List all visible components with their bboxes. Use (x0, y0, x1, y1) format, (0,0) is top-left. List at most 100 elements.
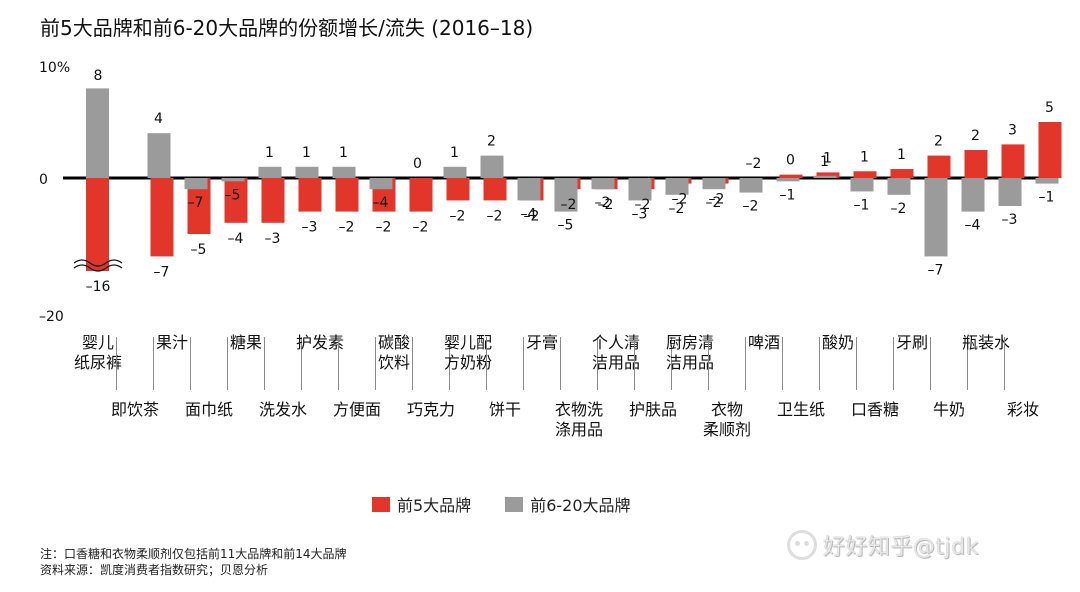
wechat-icon (787, 530, 817, 560)
data-label-top6-20-8: 0 (413, 156, 422, 172)
data-label-top5-11: –2 (524, 208, 540, 224)
category-label-4: 糖果 (230, 333, 262, 352)
bar-top6-20-11 (517, 178, 541, 201)
data-label-top5-10: –2 (487, 208, 503, 224)
category-label-6: 护发素 (296, 333, 344, 352)
data-label-top6-20-19: 1 (820, 154, 829, 170)
category-label-17: 衣物 (711, 400, 743, 419)
data-label-top5-4: –3 (265, 231, 281, 247)
category-label-1: 即饮茶 (111, 400, 159, 419)
category-label-24: 瓶装水 (962, 333, 1010, 352)
bar-top6-20-20 (850, 178, 874, 192)
bar-top6-20-23 (961, 178, 985, 212)
bar-top6-20-12 (554, 178, 578, 212)
axis-break-mark (73, 259, 123, 272)
legend-label-top6-20: 前6-20大品牌 (530, 496, 631, 515)
category-label-25: 彩妆 (1007, 400, 1039, 419)
data-label-top5-21: 1 (897, 147, 906, 163)
category-label-2: 果汁 (156, 333, 188, 352)
category-label-5: 洗发水 (259, 400, 307, 419)
data-label-top5-15: –2 (672, 192, 688, 208)
bar-top6-20-18 (776, 178, 800, 182)
bar-top6-20-10 (480, 155, 504, 178)
legend-swatch-top6-20 (505, 496, 524, 512)
bar-top6-20-9 (443, 166, 467, 178)
bar-top6-20-16 (702, 178, 726, 190)
data-label-top6-20-3: –5 (225, 187, 241, 203)
y-tick-label: –20 (39, 309, 64, 325)
data-label-top6-20-21: –2 (891, 201, 907, 217)
legend-swatch-top5 (372, 496, 390, 512)
data-label-top5-1: –7 (154, 264, 170, 280)
data-label-top5-12: –2 (561, 197, 577, 213)
data-label-top6-20-16: –2 (706, 195, 722, 211)
bar-top5-4 (261, 178, 285, 223)
category-label-0: 纸尿裤 (74, 353, 122, 372)
category-label-10: 婴儿配 (444, 333, 492, 352)
category-label-13: 涤用品 (555, 420, 603, 439)
category-label-16: 洁用品 (666, 353, 714, 372)
category-label-13: 衣物洗 (555, 400, 603, 419)
category-label-18: 啤酒 (748, 333, 780, 352)
footnote-note: 注：口香糖和衣物柔顺剂仅包括前11大品牌和前14大品牌 (40, 547, 347, 561)
category-label-14: 洁用品 (592, 353, 640, 372)
bar-top5-19 (816, 172, 840, 178)
bar-top5-21 (890, 169, 914, 178)
data-label-top5-14: –2 (635, 197, 651, 213)
bar-top6-20-0 (86, 88, 109, 178)
bar-top6-20-4 (258, 166, 282, 178)
bar-top6-20-14 (628, 178, 652, 201)
data-label-top5-16: –2 (709, 192, 725, 208)
category-label-15: 护肤品 (629, 400, 677, 419)
data-label-top6-20-9: 1 (450, 145, 459, 161)
data-label-top6-20-24: –3 (1002, 212, 1018, 228)
category-label-16: 厨房清 (666, 333, 714, 352)
data-label-top6-20-22: –7 (928, 262, 944, 278)
data-label-top5-0: –16 (86, 279, 111, 295)
watermark: 好好知乎@tjdk (787, 529, 979, 561)
category-label-8: 饮料 (378, 353, 410, 372)
data-label-top5-18: 0 (786, 153, 795, 169)
bar-top5-8 (409, 178, 433, 212)
category-label-20: 酸奶 (822, 333, 854, 352)
bar-top6-20-2 (184, 178, 208, 190)
legend-item-top6-20: 前6-20大品牌 (505, 492, 631, 516)
data-label-top6-20-5: 1 (302, 145, 311, 161)
watermark-text: 好好知乎@tjdk (823, 535, 979, 560)
category-label-9: 巧克力 (407, 400, 455, 419)
bar-top5-6 (335, 178, 359, 212)
data-label-top6-20-2: –7 (188, 195, 204, 211)
data-label-top5-19: 1 (823, 150, 832, 166)
data-label-top6-20-0: 8 (94, 68, 103, 84)
data-label-top6-20-6: 1 (339, 145, 348, 161)
data-label-top5-22: 2 (934, 134, 943, 150)
bar-top6-20-21 (887, 178, 911, 195)
data-label-top6-20-20: –1 (854, 197, 870, 213)
data-label-top5-17: –2 (746, 156, 762, 172)
bar-top6-20-13 (591, 178, 615, 190)
bar-top5-23 (964, 150, 988, 178)
bar-top5-22 (927, 155, 951, 178)
data-label-top5-24: 3 (1008, 122, 1017, 138)
legend: 前5大品牌 前6-20大品牌 (372, 492, 631, 516)
bar-top5-0 (86, 178, 109, 271)
category-label-22: 牙刷 (896, 333, 928, 352)
data-label-top6-20-14: –3 (632, 206, 648, 222)
data-label-top5-23: 2 (971, 128, 980, 144)
bar-top6-20-24 (998, 178, 1022, 206)
data-label-top6-20-25: –1 (1039, 190, 1055, 206)
data-label-top5-13: –2 (598, 197, 614, 213)
data-label-top6-20-17: –2 (743, 199, 759, 215)
data-label-top5-20: 1 (860, 149, 869, 165)
category-label-12: 牙膏 (526, 333, 558, 352)
data-label-top5-2: –5 (191, 242, 207, 258)
category-label-3: 面巾纸 (185, 400, 233, 419)
category-label-0: 婴儿 (82, 333, 114, 352)
data-label-top5-7: –2 (376, 220, 392, 236)
legend-item-top5: 前5大品牌 (372, 492, 471, 516)
footnotes: 注：口香糖和衣物柔顺剂仅包括前11大品牌和前14大品牌 资料来源：凯度消费者指数… (40, 546, 347, 578)
data-label-top6-20-15: –2 (669, 201, 685, 217)
data-label-top5-6: –2 (339, 220, 355, 236)
data-label-top6-20-10: 2 (487, 134, 496, 150)
